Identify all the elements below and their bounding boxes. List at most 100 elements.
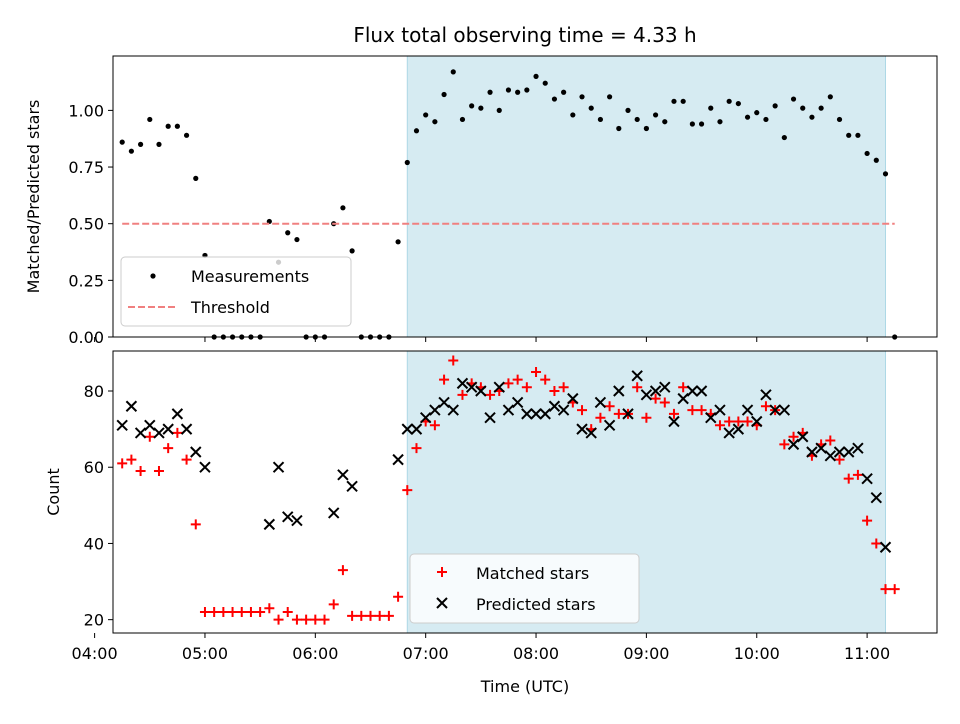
measurement-point bbox=[496, 107, 502, 113]
y-tick-label: 0.50 bbox=[68, 215, 104, 234]
predicted-star-point bbox=[585, 427, 597, 439]
measurement-point bbox=[432, 119, 438, 125]
predicted-star-point bbox=[806, 446, 818, 458]
legend-predicted-marker bbox=[436, 597, 448, 609]
measurement-point bbox=[800, 105, 806, 111]
matched-star-point bbox=[595, 412, 606, 423]
legend-measurements-label: Measurements bbox=[191, 267, 309, 286]
x-tick-label: 07:00 bbox=[403, 644, 449, 663]
matched-star-point bbox=[880, 584, 891, 595]
predicted-star-point bbox=[760, 389, 772, 401]
matched-star-point bbox=[190, 519, 201, 530]
measurement-point bbox=[735, 100, 741, 107]
matched-star-point bbox=[411, 443, 422, 454]
matched-star-point bbox=[889, 584, 900, 595]
matched-star-point bbox=[374, 610, 385, 621]
predicted-star-point bbox=[162, 423, 174, 435]
measurement-point bbox=[717, 119, 723, 125]
matched-star-point bbox=[383, 610, 394, 621]
predicted-star-point bbox=[852, 442, 864, 454]
measurement-point bbox=[128, 148, 134, 154]
predicted-star-point bbox=[576, 423, 588, 435]
matched-star-point bbox=[613, 408, 624, 419]
x-tick-label: 09:00 bbox=[623, 644, 669, 663]
predicted-star-point bbox=[180, 423, 193, 435]
matched-star-point bbox=[724, 416, 735, 427]
matched-star-point bbox=[328, 599, 339, 610]
measurement-point bbox=[395, 239, 401, 245]
measurement-point bbox=[873, 157, 879, 163]
matched-star-point bbox=[393, 591, 404, 602]
measurement-point bbox=[597, 116, 604, 123]
measurement-point bbox=[643, 125, 649, 132]
measurement-point bbox=[469, 103, 475, 109]
matched-star-point bbox=[126, 454, 137, 465]
measurement-point bbox=[579, 94, 585, 100]
y-tick-label: 20 bbox=[84, 611, 104, 630]
y-tick-label: 0.00 bbox=[68, 328, 104, 347]
legend-predicted-label: Predicted stars bbox=[476, 595, 596, 614]
x-tick-label: 06:00 bbox=[292, 644, 338, 663]
predicted-star-point bbox=[328, 507, 340, 519]
x-tick-label: 05:00 bbox=[182, 644, 228, 663]
predicted-star-point bbox=[493, 381, 505, 393]
matched-star-point bbox=[365, 610, 376, 621]
matched-star-point bbox=[678, 382, 689, 393]
predicted-star-point bbox=[833, 446, 846, 458]
predicted-star-point bbox=[263, 518, 276, 531]
predicted-star-point bbox=[429, 404, 441, 416]
matched-star-point bbox=[862, 515, 873, 526]
measurement-point bbox=[689, 121, 695, 127]
matched-star-point bbox=[659, 397, 670, 408]
matched-star-point bbox=[273, 614, 284, 625]
measurement-point bbox=[607, 94, 613, 100]
measurement-point bbox=[165, 123, 171, 129]
matched-star-point bbox=[245, 607, 256, 618]
measurement-point bbox=[855, 132, 861, 138]
predicted-star-point bbox=[144, 419, 156, 432]
predicted-star-point bbox=[695, 385, 708, 397]
predicted-star-point bbox=[539, 408, 551, 420]
predicted-star-point bbox=[521, 408, 533, 420]
measurement-point bbox=[487, 89, 493, 95]
predicted-star-point bbox=[410, 423, 423, 435]
matched-star-point bbox=[632, 382, 643, 393]
predicted-star-point bbox=[649, 385, 662, 397]
matched-star-point bbox=[788, 431, 799, 442]
measurement-point bbox=[790, 96, 797, 102]
matched-star-point bbox=[641, 412, 652, 423]
measurement-point bbox=[570, 112, 576, 118]
predicted-star-point bbox=[824, 450, 837, 462]
axes-frame bbox=[112, 55, 938, 338]
measurement-point bbox=[404, 159, 410, 166]
matched-star-point bbox=[227, 607, 238, 618]
x-tick-label: 11:00 bbox=[844, 644, 890, 663]
predicted-star-point bbox=[291, 514, 303, 527]
predicted-star-point bbox=[557, 404, 570, 416]
measurement-point bbox=[726, 98, 732, 104]
matched-star-point bbox=[843, 473, 854, 484]
predicted-star-point bbox=[438, 396, 450, 409]
legend-box bbox=[409, 553, 640, 624]
matched-star-point bbox=[255, 607, 266, 618]
matched-star-point bbox=[531, 366, 542, 377]
matched-star-point bbox=[852, 469, 863, 480]
predicted-star-point bbox=[594, 396, 607, 409]
measurement-point bbox=[836, 116, 843, 123]
predicted-star-point bbox=[622, 408, 634, 420]
matched-star-point bbox=[503, 378, 514, 389]
measurement-point bbox=[754, 110, 760, 116]
predicted-star-point bbox=[190, 446, 202, 458]
matched-star-point bbox=[834, 454, 845, 465]
matched-star-point bbox=[650, 393, 661, 404]
matched-star-point bbox=[310, 614, 321, 625]
observing-window-shade bbox=[406, 55, 886, 338]
measurement-point bbox=[588, 105, 594, 111]
predicted-star-point bbox=[603, 419, 616, 432]
measurement-point bbox=[542, 80, 548, 86]
measurement-point bbox=[285, 230, 291, 236]
legend-matched-marker bbox=[437, 567, 447, 577]
matched-star-point bbox=[696, 405, 707, 416]
predicted-star-point bbox=[134, 427, 147, 439]
matched-star-point bbox=[199, 607, 210, 618]
